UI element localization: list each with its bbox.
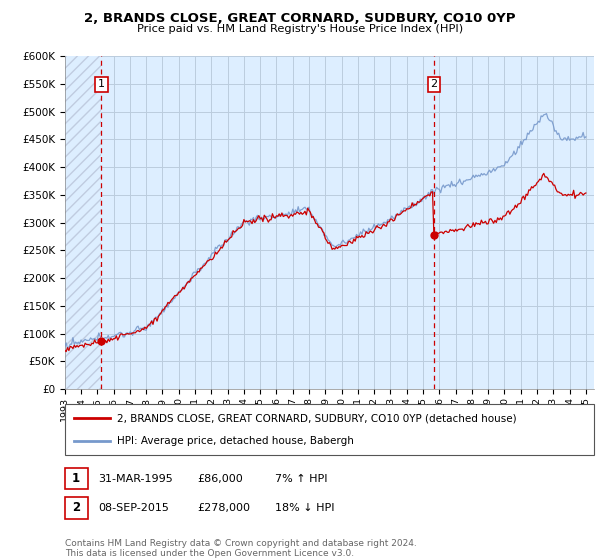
Text: HPI: Average price, detached house, Babergh: HPI: Average price, detached house, Babe… xyxy=(117,436,354,446)
Text: 08-SEP-2015: 08-SEP-2015 xyxy=(98,503,169,513)
Text: 2, BRANDS CLOSE, GREAT CORNARD, SUDBURY, CO10 0YP (detached house): 2, BRANDS CLOSE, GREAT CORNARD, SUDBURY,… xyxy=(117,413,517,423)
Text: 7% ↑ HPI: 7% ↑ HPI xyxy=(275,474,328,484)
Text: Price paid vs. HM Land Registry's House Price Index (HPI): Price paid vs. HM Land Registry's House … xyxy=(137,24,463,34)
Text: 31-MAR-1995: 31-MAR-1995 xyxy=(98,474,173,484)
Text: 1: 1 xyxy=(98,80,105,90)
Text: 2: 2 xyxy=(430,80,437,90)
Text: 2: 2 xyxy=(72,501,80,515)
Text: £86,000: £86,000 xyxy=(197,474,243,484)
Text: £278,000: £278,000 xyxy=(197,503,250,513)
Text: Contains HM Land Registry data © Crown copyright and database right 2024.
This d: Contains HM Land Registry data © Crown c… xyxy=(65,539,416,558)
Text: 2, BRANDS CLOSE, GREAT CORNARD, SUDBURY, CO10 0YP: 2, BRANDS CLOSE, GREAT CORNARD, SUDBURY,… xyxy=(84,12,516,25)
Text: 18% ↓ HPI: 18% ↓ HPI xyxy=(275,503,335,513)
Bar xyxy=(65,56,101,389)
Text: 1: 1 xyxy=(72,472,80,486)
